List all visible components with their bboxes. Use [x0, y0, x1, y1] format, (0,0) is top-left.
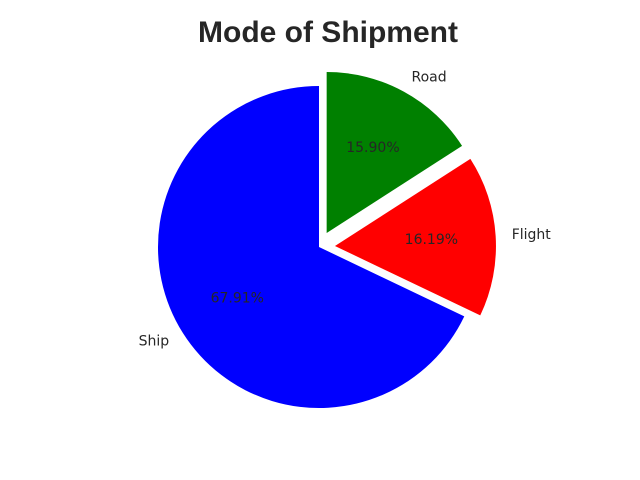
pct-label-flight: 16.19% [405, 232, 458, 248]
pie-slice-ship [157, 85, 465, 408]
pct-label-road: 15.90% [346, 140, 399, 156]
pie-slice-flight [334, 158, 496, 316]
category-label-road: Road [411, 69, 446, 85]
chart-title: Mode of Shipment [198, 16, 458, 49]
pct-label-ship: 67.91% [211, 291, 264, 307]
pie-slice-road [326, 71, 463, 233]
category-label-ship: Ship [139, 333, 170, 349]
category-label-flight: Flight [512, 227, 552, 243]
